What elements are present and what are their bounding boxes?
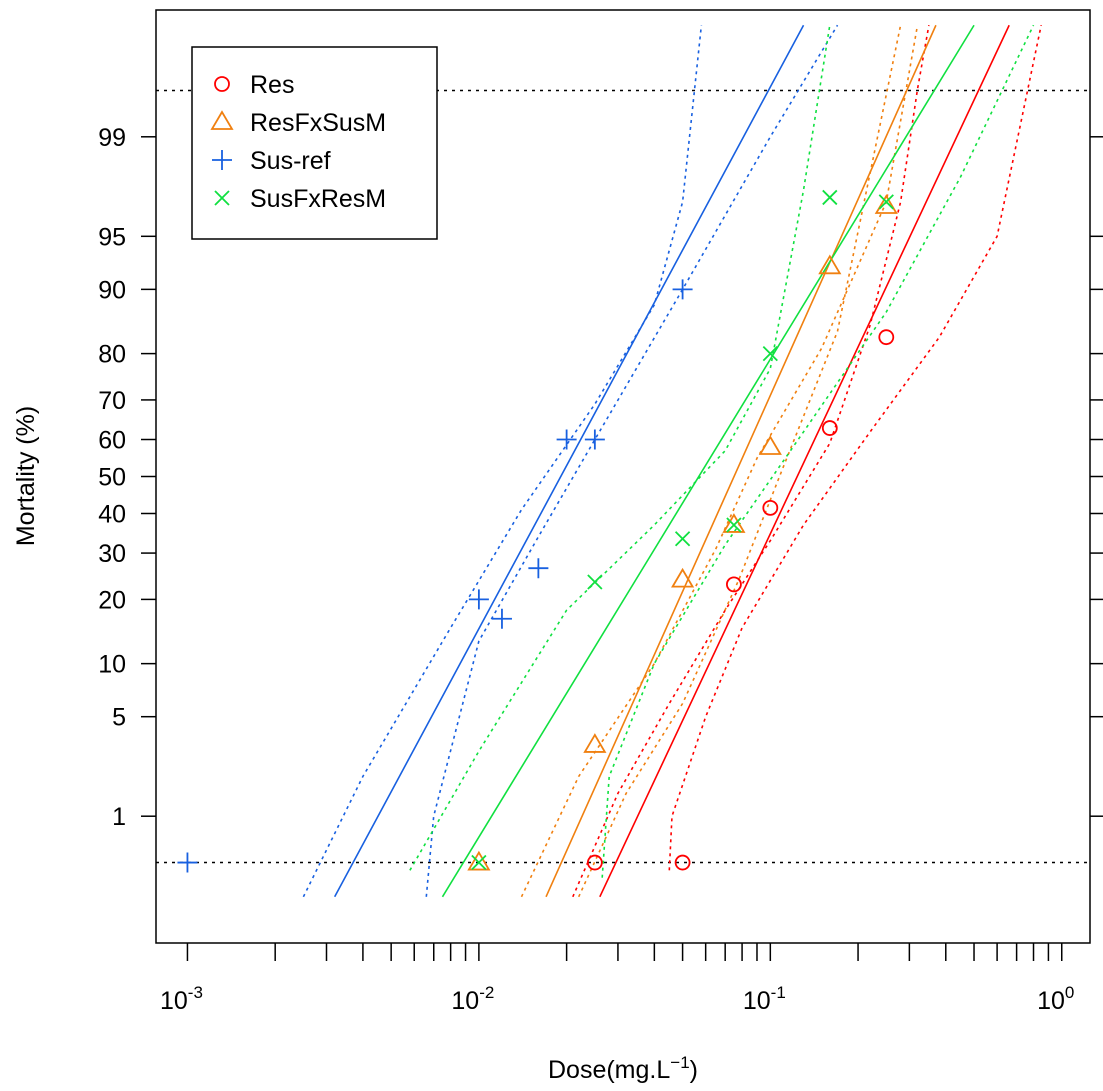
ci-lower-Sus-ref [425,24,839,897]
y-tick-label: 10 [98,651,126,679]
fit-line-Res [599,24,1010,898]
data-point-SusFxResM [471,854,487,871]
data-point-ResFxSusM [583,733,607,753]
data-point-ResFxSusM [818,254,842,275]
data-point-Sus-ref [468,589,489,610]
y-tick-label: 99 [98,124,126,152]
ci-upper-Sus-ref [302,25,703,898]
y-tick-label: 1 [112,803,126,831]
ci-lower-Res [668,25,1042,871]
x-tick-label: 100 [1037,983,1074,1015]
y-tick-label: 40 [98,500,126,528]
data-point-Res [821,420,838,436]
y-tick-label: 30 [98,540,126,568]
ci-upper-SusFxResM [409,25,831,871]
legend: Res ResFxSusM Sus-ref SusFxResM [191,46,438,240]
fit-lines [302,24,1042,898]
ci-upper-Res [572,25,930,898]
data-point-Sus-ref [528,558,549,579]
data-point-Sus-ref [584,429,605,450]
y-tick-label: 50 [98,464,126,492]
data-point-Res [762,499,779,516]
y-tick-label: 80 [98,341,126,369]
data-point-SusFxResM [822,189,838,206]
legend-label-SusFxResM: SusFxResM [250,185,386,213]
legend-symbol-SusFxResM [214,190,230,206]
ci-lower-ResFxSusM [577,25,902,898]
fit-line-ResFxSusM [545,24,937,898]
legend-label-Sus-ref: Sus-ref [250,147,331,175]
x-axis-label: Dose(mg.L−1) [548,1053,698,1084]
axes: 10-3 10-2 10-1 100 1 5 10 20 30 40 50 60 70 80 90 95 99 [98,124,1103,1015]
data-point-ResFxSusM [758,435,782,455]
y-tick-label: 95 [98,223,126,251]
x-axis-label-text: Dose(mg.L [548,1056,670,1084]
fit-line-SusFxResM [441,24,975,898]
data-point-SusFxResM [587,574,603,590]
legend-symbol-Res [214,76,230,92]
data-point-SusFxResM [674,531,691,547]
y-tick-label: 5 [112,704,126,732]
data-point-Sus-ref [491,608,512,629]
data-point-ResFxSusM [722,513,746,533]
y-tick-label: 60 [98,427,126,455]
data-point-SusFxResM [878,194,894,210]
fit-line-Sus-ref [333,24,805,898]
data-point-ResFxSusM [874,194,898,214]
legend-box [191,46,438,240]
y-tick-label: 90 [98,276,126,304]
x-tick-label: 10-2 [451,983,494,1015]
data-point-ResFxSusM [467,850,491,871]
y-tick-label: 20 [98,586,126,614]
ci-upper-ResFxSusM [520,25,919,898]
data-point-Sus-ref [556,429,577,450]
x-tick-label: 10-3 [160,983,203,1015]
data-point-SusFxResM [762,345,778,362]
data-point-ResFxSusM [671,567,695,588]
x-axis-label-close: ) [690,1056,698,1084]
data-points [177,189,898,873]
legend-symbol-Sus-ref [212,150,232,170]
x-tick-label: 10-1 [743,983,786,1015]
y-tick-label: 70 [98,387,126,415]
x-axis-label-exponent: −1 [670,1053,689,1072]
data-point-Res [878,329,895,346]
y-axis-label: Mortality (%) [12,406,40,546]
data-point-Res [726,576,742,593]
data-point-SusFxResM [726,517,742,533]
legend-label-Res: Res [250,71,294,99]
data-point-Res [586,854,603,871]
ci-lower-SusFxResM [601,24,1035,878]
legend-label-ResFxSusM: ResFxSusM [250,109,386,137]
data-point-Sus-ref [672,279,693,300]
data-point-Sus-ref [177,852,198,873]
data-point-Res [674,854,691,871]
legend-symbol-ResFxSusM [210,110,234,130]
